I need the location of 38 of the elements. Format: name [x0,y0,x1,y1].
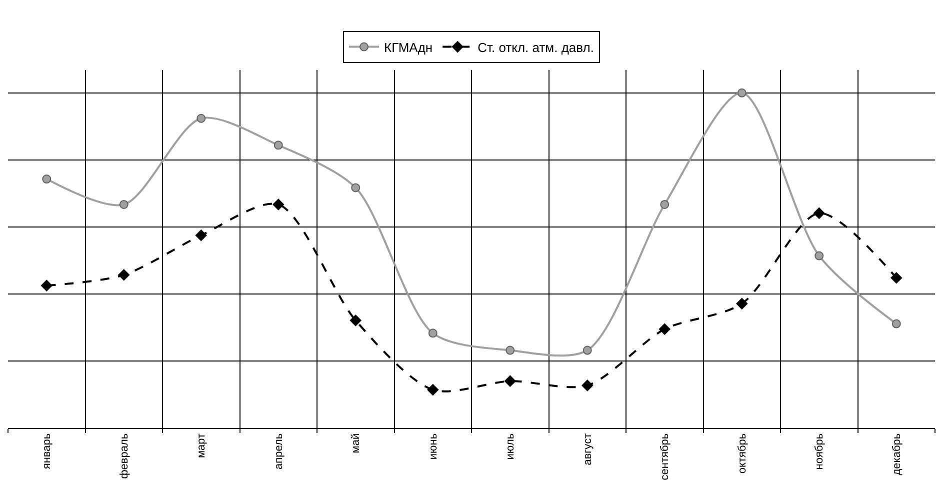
point [813,208,825,219]
point [196,114,206,123]
point [351,183,360,192]
legend-label: КГМАдн [384,40,433,55]
point [737,88,746,98]
point [658,323,670,335]
x-tick-label: июль [504,433,517,460]
point [582,380,594,392]
point [118,269,130,281]
point [890,272,902,284]
point [506,346,515,355]
x-tick-label: июнь [427,433,440,460]
point [40,280,52,292]
x-tick-label: ноябрь [814,433,826,470]
x-tick-label: декабрь [890,433,903,476]
point [660,200,670,209]
point [814,251,824,260]
x-tick-label: январь [41,433,54,470]
point [428,328,438,338]
point [274,140,283,150]
point [195,230,207,242]
point [736,298,748,310]
point [427,384,439,396]
legend-label: Ст. откл. атм. давл. [478,40,594,55]
point [892,319,901,328]
x-tick-label: август [582,433,594,466]
point [582,346,592,355]
point [272,198,284,210]
point [42,174,52,184]
point [504,375,516,387]
x-tick-label: сентябрь [659,433,672,480]
x-tick-label: февраль [118,433,130,479]
x-tick-label: май [350,433,362,454]
x-tick-label: октябрь [736,433,748,474]
x-tick-label: апрель [272,433,285,470]
point [119,200,128,209]
x-tick-label: март [196,433,208,458]
point [350,314,362,326]
